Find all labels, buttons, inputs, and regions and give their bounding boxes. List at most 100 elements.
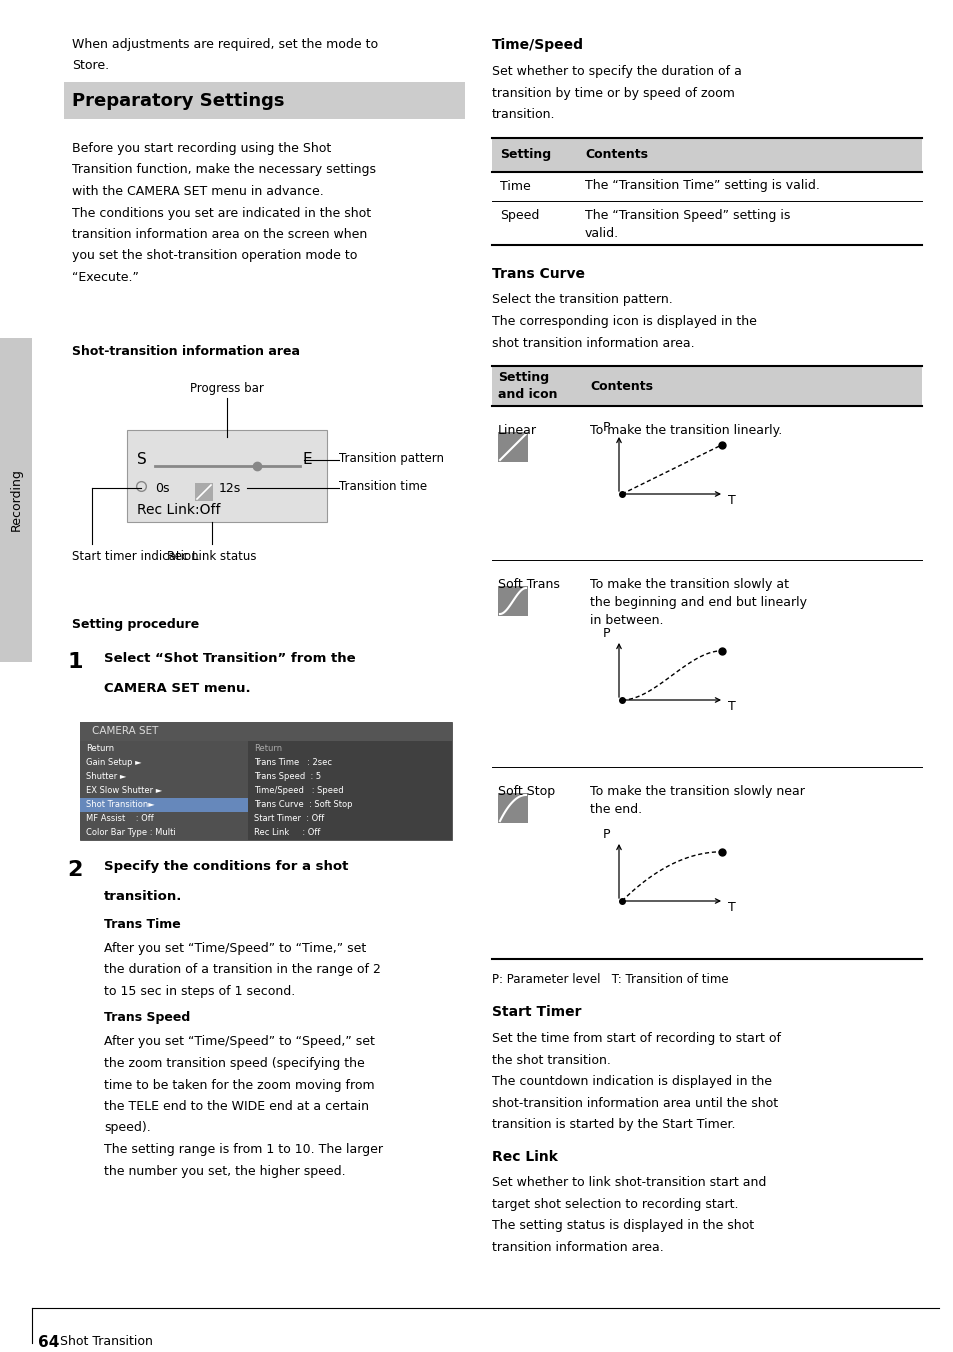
Text: Return: Return: [86, 744, 114, 753]
Text: Start Timer: Start Timer: [492, 1005, 581, 1019]
Text: The “Transition Speed” setting is
valid.: The “Transition Speed” setting is valid.: [584, 208, 789, 239]
Text: Trans Time: Trans Time: [104, 918, 180, 932]
Bar: [127, 430, 327, 522]
Text: Shot-transition information area: Shot-transition information area: [71, 345, 299, 358]
Text: Time/Speed   : Speed: Time/Speed : Speed: [253, 786, 343, 795]
Text: Soft Trans: Soft Trans: [497, 579, 559, 591]
Text: Speed: Speed: [499, 208, 538, 222]
Text: The conditions you set are indicated in the shot: The conditions you set are indicated in …: [71, 207, 371, 219]
Text: Gain Setup ►: Gain Setup ►: [86, 757, 141, 767]
Text: the number you set, the higher speed.: the number you set, the higher speed.: [104, 1164, 345, 1178]
Bar: [64, 82, 464, 119]
Bar: [80, 741, 248, 840]
Text: Shot Transition: Shot Transition: [60, 1334, 152, 1348]
Text: the duration of a transition in the range of 2: the duration of a transition in the rang…: [104, 964, 380, 976]
Text: Shot Transition►: Shot Transition►: [86, 800, 154, 808]
Text: Set the time from start of recording to start of: Set the time from start of recording to …: [492, 1032, 781, 1045]
Text: The countdown indication is displayed in the: The countdown indication is displayed in…: [492, 1075, 771, 1088]
Text: the zoom transition speed (specifying the: the zoom transition speed (specifying th…: [104, 1057, 364, 1069]
Text: 0s: 0s: [154, 483, 170, 495]
Bar: [497, 433, 527, 462]
Text: Time/Speed: Time/Speed: [492, 38, 583, 51]
Text: MF Assist    : Off: MF Assist : Off: [86, 814, 153, 823]
Text: Setting procedure: Setting procedure: [71, 618, 199, 631]
Text: When adjustments are required, set the mode to: When adjustments are required, set the m…: [71, 38, 377, 51]
Text: Select the transition pattern.: Select the transition pattern.: [492, 293, 672, 307]
Bar: [80, 722, 452, 840]
Text: transition is started by the Start Timer.: transition is started by the Start Timer…: [492, 1118, 735, 1132]
Text: Contents: Contents: [589, 380, 652, 392]
Text: Progress bar: Progress bar: [190, 383, 264, 395]
Text: the shot transition.: the shot transition.: [492, 1053, 610, 1067]
Text: T: T: [727, 900, 735, 914]
Bar: [80, 722, 452, 741]
Bar: [80, 798, 248, 811]
Text: Soft Stop: Soft Stop: [497, 786, 555, 798]
Text: speed).: speed).: [104, 1122, 151, 1134]
Text: you set the shot-transition operation mode to: you set the shot-transition operation mo…: [71, 250, 357, 262]
Text: After you set “Time/Speed” to “Time,” set: After you set “Time/Speed” to “Time,” se…: [104, 942, 366, 955]
Text: transition.: transition.: [104, 890, 182, 903]
Text: shot transition information area.: shot transition information area.: [492, 337, 694, 350]
Text: Set whether to specify the duration of a: Set whether to specify the duration of a: [492, 65, 741, 78]
Text: “Execute.”: “Execute.”: [71, 270, 139, 284]
Text: Trans Curve: Trans Curve: [492, 266, 584, 280]
Text: Time: Time: [499, 180, 530, 192]
Text: Rec Link     : Off: Rec Link : Off: [253, 829, 320, 837]
Bar: [194, 483, 213, 502]
Text: Rec Link status: Rec Link status: [167, 550, 256, 562]
Text: P: P: [602, 420, 610, 434]
Text: Linear: Linear: [497, 425, 537, 437]
Text: The “Transition Time” setting is valid.: The “Transition Time” setting is valid.: [584, 180, 819, 192]
Text: Return: Return: [253, 744, 282, 753]
Text: Start timer indication: Start timer indication: [71, 550, 198, 562]
Bar: [492, 366, 921, 406]
Text: Trans Speed  : 5: Trans Speed : 5: [253, 772, 321, 781]
Text: EX Slow Shutter ►: EX Slow Shutter ►: [86, 786, 162, 795]
Text: time to be taken for the zoom moving from: time to be taken for the zoom moving fro…: [104, 1079, 375, 1091]
Text: transition information area on the screen when: transition information area on the scree…: [71, 228, 367, 241]
Text: to 15 sec in steps of 1 second.: to 15 sec in steps of 1 second.: [104, 986, 294, 998]
Text: The setting status is displayed in the shot: The setting status is displayed in the s…: [492, 1220, 753, 1233]
Text: 2: 2: [67, 860, 82, 880]
Text: Shutter ►: Shutter ►: [86, 772, 126, 781]
Text: Setting
and icon: Setting and icon: [497, 372, 557, 400]
Bar: [492, 138, 921, 172]
Text: Start Timer  : Off: Start Timer : Off: [253, 814, 324, 823]
Text: Transition time: Transition time: [338, 480, 427, 493]
Text: Contents: Contents: [584, 147, 647, 161]
Text: Select “Shot Transition” from the: Select “Shot Transition” from the: [104, 652, 355, 665]
Text: The corresponding icon is displayed in the: The corresponding icon is displayed in t…: [492, 315, 756, 329]
Text: transition by time or by speed of zoom: transition by time or by speed of zoom: [492, 87, 734, 100]
Text: The setting range is from 1 to 10. The larger: The setting range is from 1 to 10. The l…: [104, 1142, 382, 1156]
Text: Transition function, make the necessary settings: Transition function, make the necessary …: [71, 164, 375, 177]
Text: Trans Curve  : Soft Stop: Trans Curve : Soft Stop: [253, 800, 352, 808]
Text: E: E: [302, 452, 312, 466]
Text: To make the transition linearly.: To make the transition linearly.: [589, 425, 781, 437]
Text: Transition pattern: Transition pattern: [338, 452, 443, 465]
Text: with the CAMERA SET menu in advance.: with the CAMERA SET menu in advance.: [71, 185, 323, 197]
Text: Before you start recording using the Shot: Before you start recording using the Sho…: [71, 142, 331, 155]
Text: Trans Time   : 2sec: Trans Time : 2sec: [253, 757, 332, 767]
Bar: [0, 338, 32, 662]
Text: Rec Link: Rec Link: [492, 1149, 558, 1164]
Text: 64: 64: [38, 1334, 59, 1351]
Text: P: P: [602, 627, 610, 639]
Text: transition.: transition.: [492, 108, 555, 120]
Text: 12s: 12s: [219, 483, 241, 495]
Text: T: T: [727, 493, 735, 507]
Text: Preparatory Settings: Preparatory Settings: [71, 92, 284, 111]
Text: the TELE end to the WIDE end at a certain: the TELE end to the WIDE end at a certai…: [104, 1101, 369, 1113]
Text: shot-transition information area until the shot: shot-transition information area until t…: [492, 1096, 778, 1110]
Text: Set whether to link shot-transition start and: Set whether to link shot-transition star…: [492, 1176, 765, 1190]
Text: Specify the conditions for a shot: Specify the conditions for a shot: [104, 860, 348, 873]
Text: CAMERA SET: CAMERA SET: [91, 726, 158, 737]
Text: target shot selection to recording start.: target shot selection to recording start…: [492, 1198, 738, 1211]
Text: S: S: [137, 452, 147, 466]
Text: Store.: Store.: [71, 59, 109, 72]
Text: P: P: [602, 827, 610, 841]
Text: transition information area.: transition information area.: [492, 1241, 663, 1255]
Text: To make the transition slowly at
the beginning and end but linearly
in between.: To make the transition slowly at the beg…: [589, 579, 806, 627]
Text: To make the transition slowly near
the end.: To make the transition slowly near the e…: [589, 786, 804, 817]
Text: P: Parameter level   T: Transition of time: P: Parameter level T: Transition of time: [492, 973, 728, 986]
